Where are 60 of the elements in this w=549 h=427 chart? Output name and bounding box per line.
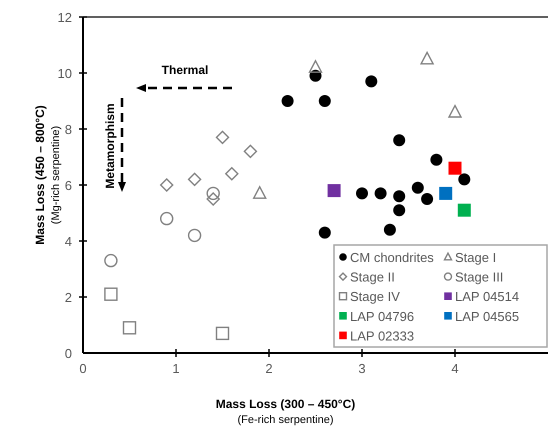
legend-label: Stage I — [455, 250, 496, 265]
point — [104, 288, 118, 301]
legend-label: Stage IV — [350, 289, 400, 304]
y-tick-label: 4 — [64, 234, 72, 249]
point — [458, 204, 471, 217]
annotation: Metamorphism — [103, 103, 117, 189]
point — [253, 186, 266, 199]
x-axis-title: Mass Loss (300 – 450°C) (Fe-rich serpentine) — [216, 397, 356, 426]
point — [225, 167, 238, 180]
y-tick-label: 0 — [64, 346, 72, 361]
point — [374, 187, 387, 200]
point — [206, 192, 220, 206]
point — [439, 186, 452, 200]
point — [448, 104, 462, 118]
point — [308, 60, 322, 73]
point — [216, 130, 230, 144]
point — [356, 187, 368, 200]
annotation: Thermal — [162, 63, 208, 77]
point — [160, 212, 174, 226]
legend-label: Stage II — [350, 270, 395, 285]
point — [318, 95, 331, 107]
x-tick-label: 2 — [265, 361, 273, 376]
point — [328, 184, 341, 198]
x-tick-label: 3 — [358, 361, 366, 376]
y-tick-label: 8 — [64, 122, 72, 137]
point — [365, 75, 378, 88]
legend-label: LAP 04796 — [350, 308, 414, 324]
x-tick-label: 4 — [451, 361, 459, 376]
y-tick-label: 10 — [58, 66, 72, 81]
y-tick-label: 6 — [64, 178, 72, 193]
point — [421, 193, 434, 205]
point — [420, 52, 434, 64]
point — [188, 172, 202, 186]
point — [206, 186, 220, 200]
point — [448, 162, 462, 175]
point — [318, 226, 331, 239]
y-tick-label: 12 — [58, 10, 72, 25]
point — [244, 144, 258, 158]
x-tick-label: 0 — [79, 361, 87, 376]
point — [188, 228, 202, 242]
point — [393, 134, 406, 146]
y-tick-label: 2 — [64, 290, 72, 305]
point — [160, 178, 174, 192]
point — [393, 204, 406, 216]
point — [430, 154, 442, 166]
point — [282, 95, 294, 107]
y-axis-title: Mass Loss (450 – 800°C) (Mg-rich serpentine) — [33, 105, 62, 245]
point — [393, 190, 406, 202]
legend-label: CM chondrites — [350, 250, 434, 265]
point — [104, 254, 118, 268]
point — [216, 326, 230, 340]
point — [412, 182, 424, 194]
legend-label: LAP 02333 — [350, 328, 414, 344]
point — [458, 173, 470, 186]
x-tick-label: 1 — [172, 361, 180, 376]
legend-label: LAP 04565 — [455, 308, 520, 324]
legend-label: LAP 04514 — [455, 289, 520, 304]
point — [384, 224, 396, 236]
legend-label: Stage III — [455, 270, 504, 285]
point — [122, 321, 136, 334]
